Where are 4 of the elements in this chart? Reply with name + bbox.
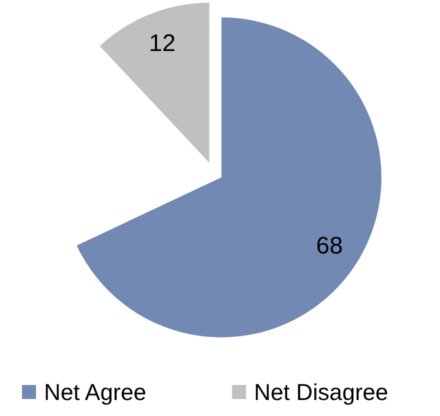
legend-label: Net Disagree: [254, 379, 388, 405]
legend-label: Net Agree: [44, 379, 146, 405]
data-label: 68: [316, 232, 343, 260]
data-label: 12: [148, 30, 176, 58]
